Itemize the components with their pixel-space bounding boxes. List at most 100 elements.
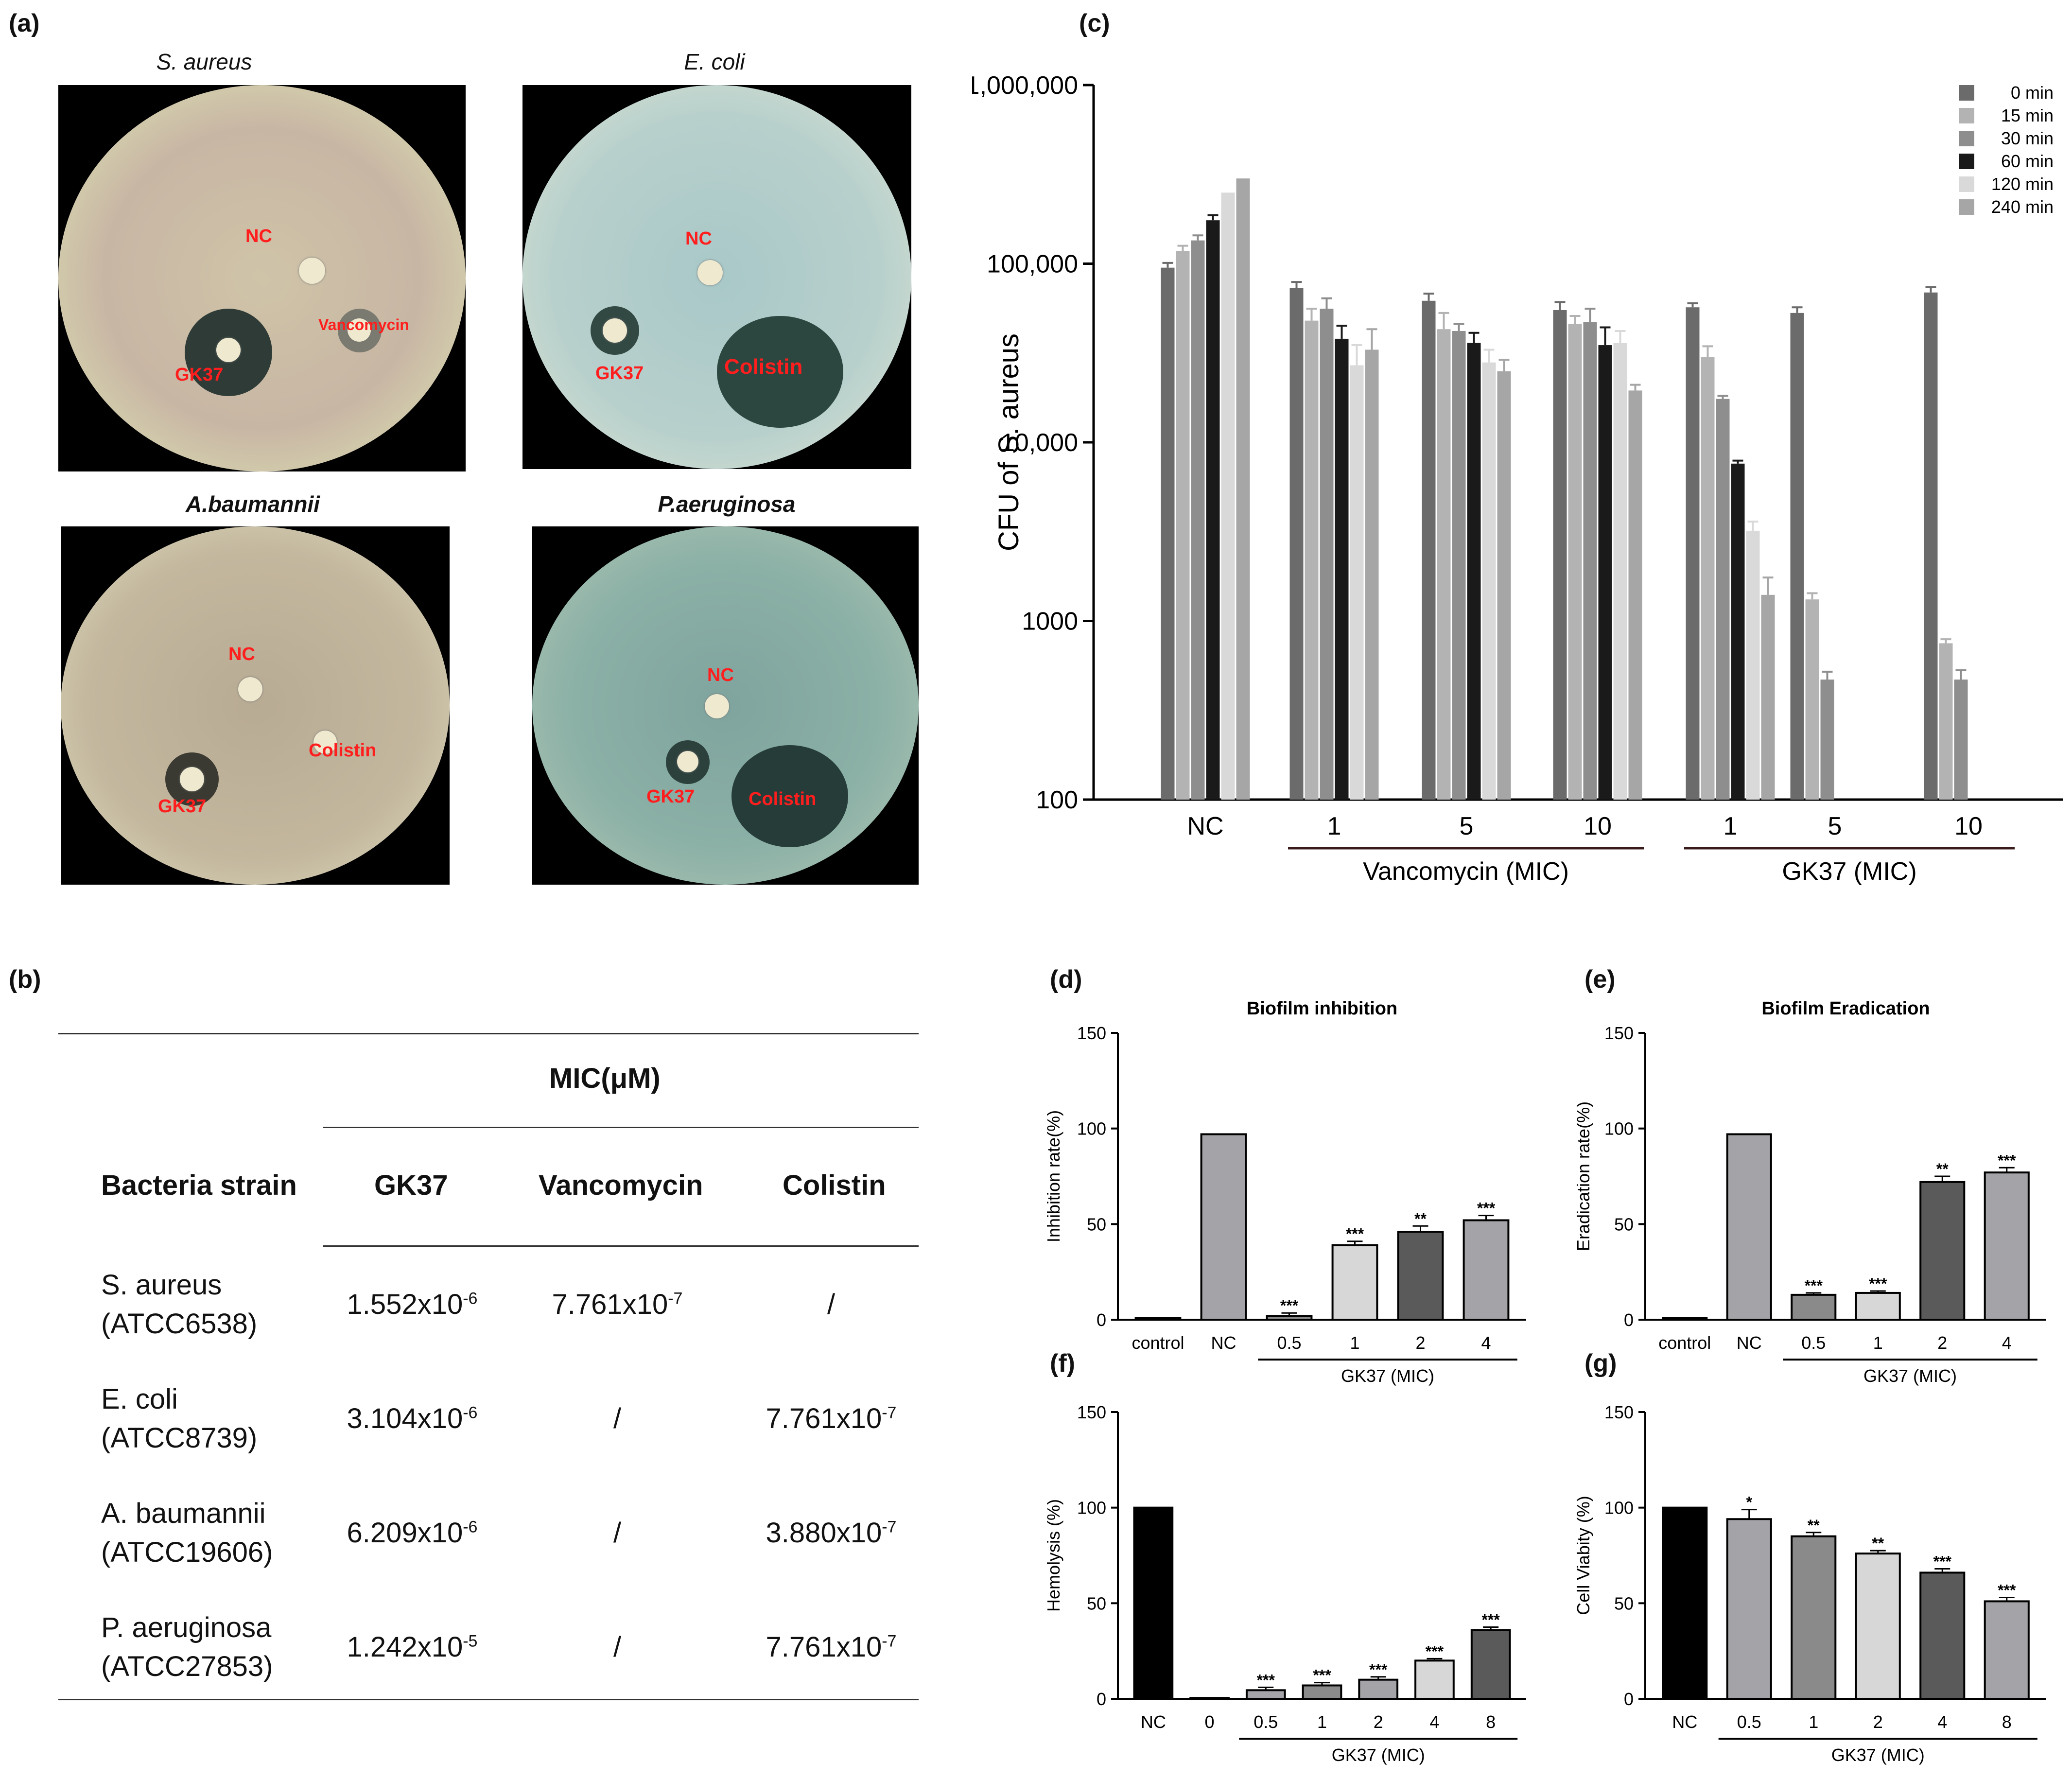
panel-label-e: (e)	[1584, 965, 1616, 994]
significance-mark: ***	[1805, 1277, 1823, 1294]
bar	[1358, 1678, 1399, 1700]
y-axis-label: Inhibition rate(%)	[1044, 1110, 1063, 1242]
bar	[1191, 240, 1205, 800]
significance-mark: **	[1936, 1160, 1949, 1178]
y-tick-label: 150	[1604, 1023, 1634, 1043]
plate-label-nc: NC	[245, 226, 272, 246]
y-tick-label: 1,000,000	[972, 71, 1078, 100]
plate-label-nc: NC	[685, 228, 712, 249]
x-tick-label: 0.5	[1801, 1333, 1826, 1353]
chart-cfu-time-kill: 100 1000 10,000 100,000 1,000,000 CFU of S. a…	[972, 71, 2063, 886]
y-tick-label: 0	[1097, 1310, 1106, 1330]
bar	[1176, 251, 1190, 800]
bar	[1331, 1244, 1378, 1321]
legend-swatch	[1959, 108, 1974, 123]
significance-mark: **	[1808, 1517, 1820, 1534]
bar	[1984, 1600, 2030, 1700]
bar	[1919, 1571, 1966, 1700]
plate-label-nc: NC	[707, 665, 734, 685]
bar	[1221, 192, 1235, 800]
bar	[1613, 343, 1627, 800]
bar	[1726, 1518, 1772, 1700]
plate-title-s-aureus: S. aureus	[156, 49, 252, 74]
y-tick-label: 150	[1077, 1023, 1106, 1043]
y-tick-label: 50	[1087, 1214, 1106, 1234]
plate-label-vancomycin: Vancomycin	[318, 316, 409, 333]
bar	[1422, 300, 1436, 800]
mic-colistin-cell: 3.880x10-7	[766, 1517, 897, 1549]
nc-disk	[299, 258, 325, 284]
y-tick-label: 0	[1097, 1689, 1106, 1709]
bar	[1206, 220, 1220, 800]
panel-label-b: (b)	[9, 965, 41, 994]
strain-name: S. aureus	[101, 1269, 222, 1301]
nc-disk	[705, 694, 729, 718]
legend-label: 0 min	[2011, 83, 2054, 103]
legend-label: 15 min	[2001, 105, 2054, 125]
legend-label: 60 min	[2001, 151, 2054, 171]
group-label: GK37 (MIC)	[1831, 1745, 1925, 1765]
col-header-vancomycin: Vancomycin	[539, 1169, 703, 1201]
x-tick-label: 10	[1954, 812, 1983, 840]
bar	[1289, 288, 1304, 800]
legend-swatch	[1959, 85, 1974, 101]
mic-colistin-cell: 7.761x10-7	[766, 1403, 897, 1434]
x-tick-label: 1	[1317, 1712, 1327, 1732]
bar	[1954, 680, 1968, 800]
panel-label-d: (d)	[1050, 965, 1082, 994]
bar	[1553, 310, 1567, 800]
col-header-colistin: Colistin	[783, 1169, 886, 1201]
chart-title: Biofilm inhibition	[1247, 998, 1397, 1019]
strain-atcc: (ATCC8739)	[101, 1422, 258, 1454]
x-tick-label: NC	[1672, 1712, 1697, 1732]
mic-gk37-cell: 1.552x10-6	[347, 1289, 478, 1320]
col-header-gk37: GK37	[374, 1169, 448, 1201]
strain-name: A. baumannii	[101, 1498, 266, 1529]
y-tick-label: 150	[1604, 1402, 1634, 1422]
chart-title: Biofilm Eradication	[1761, 998, 1930, 1019]
x-tick-label: 0.5	[1277, 1333, 1301, 1353]
significance-mark: ***	[1369, 1661, 1388, 1678]
bar	[1628, 390, 1642, 800]
panel-label-f: (f)	[1050, 1349, 1075, 1378]
x-tick-label: 2	[1873, 1712, 1883, 1732]
col-header-strain: Bacteria strain	[101, 1169, 297, 1201]
chart-hemolysis: 0 50 100 150 Hemolysis (%) NC 0 *** 0.5 *** 1 *** 2 *…	[1044, 1402, 1526, 1765]
x-tick-label: 0	[1205, 1712, 1215, 1732]
mic-colistin-cell: 7.761x10-7	[766, 1631, 897, 1663]
y-tick-label: 100	[1604, 1119, 1634, 1139]
x-tick-label: 2	[1937, 1333, 1947, 1353]
strain-atcc: (ATCC27853)	[101, 1651, 273, 1682]
x-tick-label: 5	[1828, 812, 1842, 840]
x-tick-label: 0.5	[1737, 1712, 1761, 1732]
group-label: Vancomycin (MIC)	[1363, 857, 1569, 886]
bar	[1746, 530, 1760, 800]
significance-mark: ***	[1257, 1671, 1275, 1689]
x-tick-label: NC	[1187, 812, 1223, 840]
colistin-disk	[313, 731, 337, 754]
y-tick-label: 1000	[1022, 608, 1078, 636]
bar	[1598, 345, 1612, 800]
legend-label: 240 min	[1991, 197, 2054, 217]
legend-label: 120 min	[1991, 174, 2054, 194]
x-tick-label: 2	[1415, 1333, 1425, 1353]
mic-vancomycin-cell: /	[613, 1631, 622, 1663]
significance-mark: ***	[1481, 1611, 1500, 1629]
significance-mark: ***	[1426, 1642, 1444, 1660]
bar	[1414, 1659, 1455, 1700]
bar	[1452, 331, 1466, 800]
bar	[1470, 1629, 1511, 1700]
bar	[1924, 292, 1938, 800]
x-tick-label: 4	[1481, 1333, 1491, 1353]
bar	[1266, 1315, 1313, 1321]
x-tick-label: 1	[1327, 812, 1341, 840]
mic-colistin-cell: /	[827, 1289, 836, 1320]
legend-swatch	[1959, 131, 1974, 146]
bar	[1662, 1317, 1708, 1321]
bar	[1701, 357, 1715, 800]
plate-label-gk37: GK37	[595, 363, 644, 384]
y-axis-label: Hemolysis (%)	[1044, 1499, 1063, 1612]
x-tick-label: 4	[1937, 1712, 1947, 1732]
bar	[1482, 362, 1496, 800]
bar	[1820, 680, 1834, 800]
